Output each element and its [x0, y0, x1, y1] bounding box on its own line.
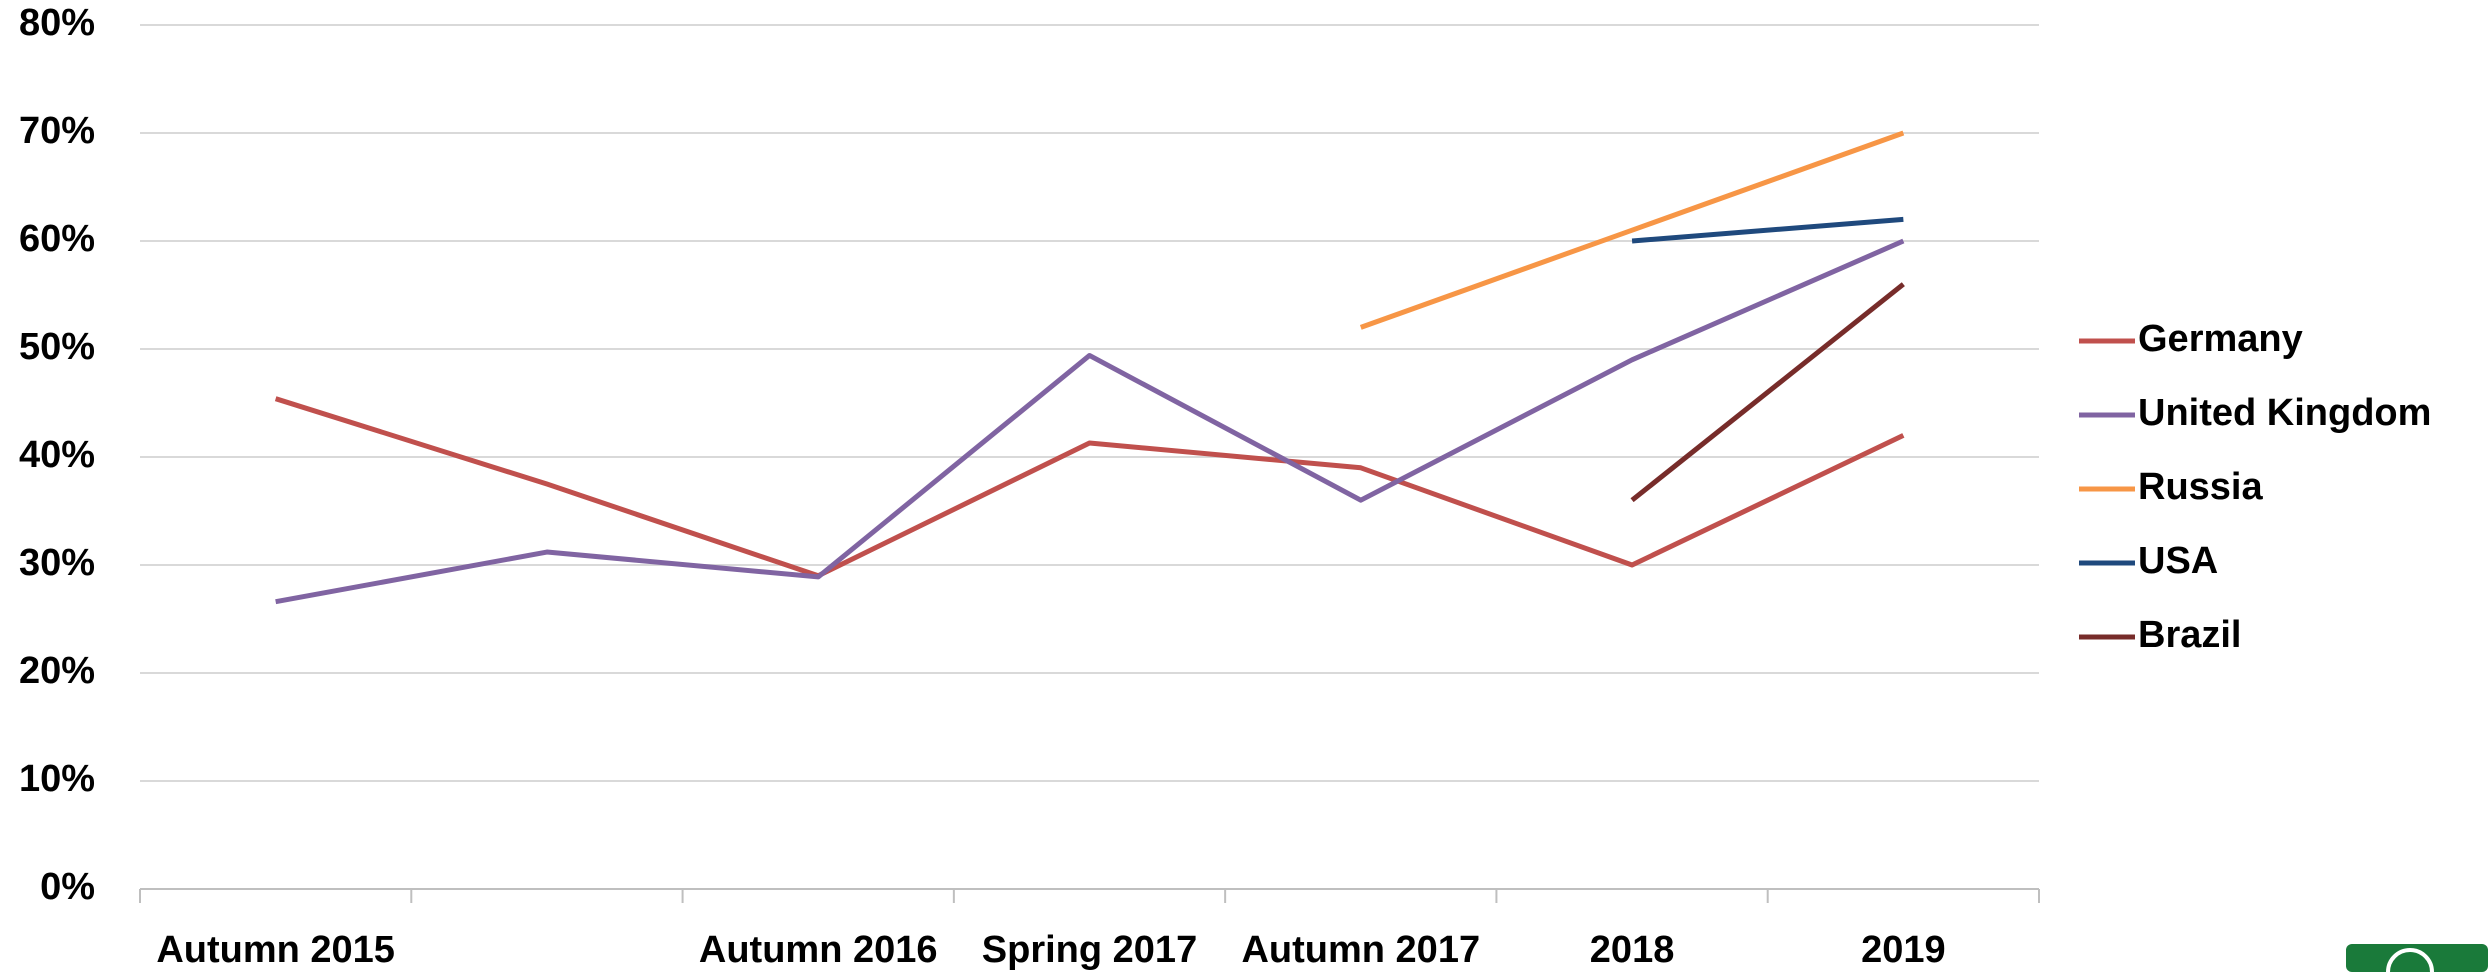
legend-label: Germany — [2138, 318, 2303, 360]
y-tick-label: 30% — [19, 542, 95, 584]
y-tick-label: 10% — [19, 758, 95, 800]
series-line — [275, 238, 1905, 605]
y-tick-label: 70% — [19, 110, 95, 152]
series-line — [1630, 282, 1905, 503]
legend-label: Brazil — [2138, 614, 2241, 656]
x-tick-label: Spring 2017 — [982, 929, 1197, 971]
y-tick-label: 20% — [19, 650, 95, 692]
legend-label: Russia — [2138, 466, 2263, 508]
y-tick-label: 50% — [19, 326, 95, 368]
x-tick-label: 2018 — [1590, 929, 1675, 971]
y-tick-label: 0% — [40, 866, 95, 908]
legend-label: United Kingdom — [2138, 392, 2431, 434]
series-line — [274, 396, 1905, 579]
x-tick-label: Autumn 2016 — [699, 929, 938, 971]
legend-label: USA — [2138, 540, 2218, 582]
x-tick-label: Autumn 2017 — [1241, 929, 1480, 971]
logo — [2346, 944, 2488, 972]
y-tick-label: 40% — [19, 434, 95, 476]
y-tick-label: 60% — [19, 218, 95, 260]
x-tick-label: Autumn 2015 — [156, 929, 395, 971]
x-tick-label: 2019 — [1861, 929, 1946, 971]
y-tick-label: 80% — [19, 2, 95, 44]
series-line — [1359, 130, 1905, 330]
series-line — [1631, 216, 1904, 244]
